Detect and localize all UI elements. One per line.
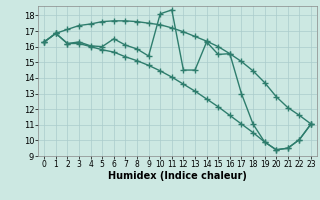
- X-axis label: Humidex (Indice chaleur): Humidex (Indice chaleur): [108, 171, 247, 181]
